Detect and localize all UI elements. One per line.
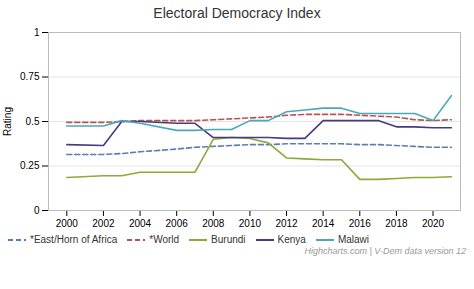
html-text:Burundi: Burundi xyxy=(211,234,246,245)
svg-text:2006: 2006 xyxy=(166,218,189,229)
svg-text:2014: 2014 xyxy=(312,218,335,229)
html-text:Highcharts.com | V-Dem data ve: Highcharts.com | V-Dem data version 12 xyxy=(304,246,466,256)
svg-text:0.75: 0.75 xyxy=(20,71,40,82)
svg-text:2010: 2010 xyxy=(239,218,262,229)
svg-text:0.5: 0.5 xyxy=(26,116,40,127)
svg-text:2004: 2004 xyxy=(129,218,152,229)
html-text:Kenya: Kenya xyxy=(277,234,306,245)
html-text:Electoral Democracy Index: Electoral Democracy Index xyxy=(153,5,321,21)
svg-text:0: 0 xyxy=(34,205,40,216)
svg-text:2012: 2012 xyxy=(275,218,298,229)
html-text:Malawi: Malawi xyxy=(337,234,369,245)
svg-text:2018: 2018 xyxy=(385,218,408,229)
html-text:*East/Horn of Africa: *East/Horn of Africa xyxy=(30,234,118,245)
svg-text:Rating: Rating xyxy=(2,107,13,136)
svg-text:1: 1 xyxy=(34,27,40,38)
svg-text:2008: 2008 xyxy=(202,218,225,229)
svg-text:2016: 2016 xyxy=(349,218,372,229)
svg-text:0.25: 0.25 xyxy=(20,160,40,171)
svg-text:2002: 2002 xyxy=(92,218,115,229)
svg-text:2020: 2020 xyxy=(422,218,445,229)
svg-text:2000: 2000 xyxy=(56,218,79,229)
html-text:*World: *World xyxy=(149,234,180,245)
